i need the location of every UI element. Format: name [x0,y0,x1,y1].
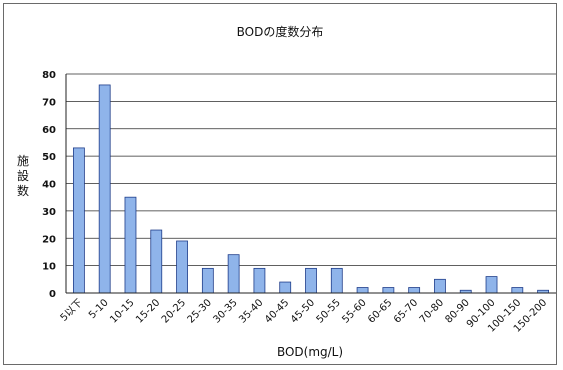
bod-histogram: BODの度数分布 0 10 20 30 40 50 60 70 80 5以下 5-1010-151… [17,24,556,359]
y-tick-label: 80 [42,70,56,81]
x-tick-label: 70-80 [418,297,446,325]
bar [176,240,188,294]
y-tick-label: 30 [42,207,56,218]
bar [98,84,111,294]
x-tick-label: 55-60 [340,297,368,325]
chart-title: BODの度数分布 [237,24,324,39]
x-tick-label: 65-70 [392,297,420,325]
chart-frame: BODの度数分布 0 10 20 30 40 50 60 70 80 5以下 5-10 10-15 1… [3,3,557,365]
x-tick-label: 35-40 [237,297,265,325]
y-tick-label: 10 [42,262,56,273]
bars [72,84,550,294]
x-tick-label: 25-30 [186,297,214,325]
bar [253,267,266,294]
bar [124,196,137,294]
bar [434,278,446,294]
x-tick-label: 40-45 [263,297,291,325]
bar [201,267,214,294]
x-tick-label: 10-15 [108,297,136,325]
x-axis-ticks: 5以下 5-1010-1515-2020-2525-3030-3535-4040-… [59,297,550,334]
bar [485,276,498,294]
x-tick-label: 15-20 [134,297,162,325]
y-tick-label: 40 [42,180,56,191]
x-tick-label: 5以下 [59,297,85,323]
bar [227,254,240,294]
gridlines [66,73,556,267]
y-axis-ticks: 0 10 20 30 40 50 60 70 80 [42,70,56,300]
bar [279,281,292,294]
x-tick-label: 50-55 [315,297,343,325]
bar [305,267,317,294]
bar [511,287,524,294]
x-tick-label: 45-50 [289,297,317,325]
x-tick-label: 20-25 [160,297,188,325]
y-tick-label: 60 [42,125,56,136]
y-tick-label: 0 [49,289,56,300]
bar [408,287,421,294]
bar [330,267,343,294]
x-tick-label: 60-65 [366,297,394,325]
y-tick-label: 20 [42,234,56,245]
bar [382,287,395,294]
y-tick-label: 50 [42,152,56,163]
x-axis-label: BOD(mg/L) [277,345,343,359]
bar [356,287,369,294]
x-tick-label: 30-35 [211,297,239,325]
y-tick-label: 70 [42,97,56,108]
bar [72,147,85,294]
bar [150,229,163,294]
y-axis-label: 施設数 [17,154,29,198]
